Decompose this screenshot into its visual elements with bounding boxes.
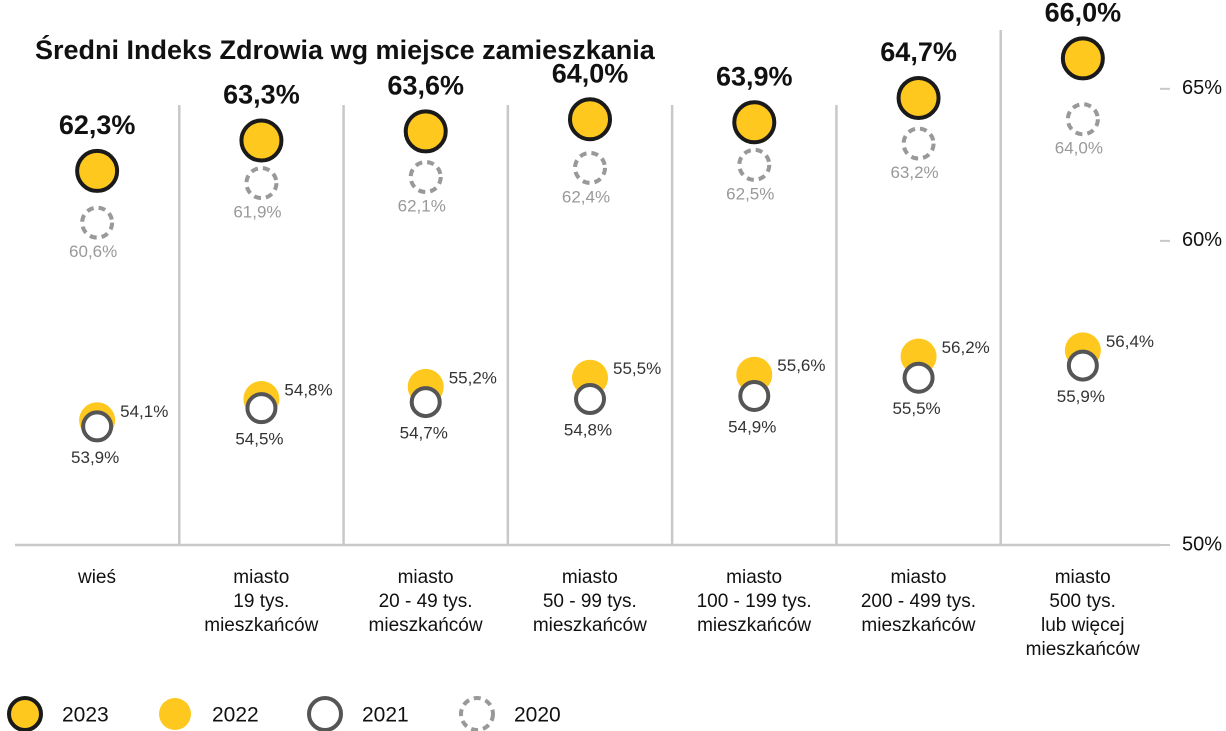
dot [568,97,612,142]
value-label: 60,6% [69,242,117,261]
legend-label: 2021 [362,704,409,727]
legend-label: 2022 [212,704,259,727]
value-label: 64,0% [1055,139,1103,158]
x-tick-label: miasto 200 - 499 tys. mieszkańców [860,567,976,636]
value-label: 54,7% [400,424,448,443]
legend-marker [459,696,495,731]
value-label: 66,0% [1045,0,1122,28]
dot [239,118,284,163]
value-label: 54,1% [120,402,168,421]
dot [75,148,120,193]
value-label: 62,1% [398,197,446,216]
value-label: 54,8% [284,381,332,400]
dot [896,75,941,120]
dot [1065,102,1100,137]
value-label: 63,3% [223,80,300,110]
value-label: 62,4% [562,187,610,206]
value-label: 55,5% [892,399,940,418]
value-label: 53,9% [71,448,119,467]
value-label: 55,2% [449,368,497,387]
dot [244,166,279,201]
dot [737,147,772,182]
value-label: 54,9% [728,417,776,436]
dot [80,205,115,240]
value-label: 56,4% [1106,332,1154,351]
dot [1066,349,1099,382]
dot [403,109,448,154]
x-tick-label: wieś [77,567,116,588]
legend-label: 2020 [514,704,561,727]
y-tick-label: 60% [1182,229,1222,251]
x-tick-label: miasto 500 tys. lub więcej mieszkańców [1025,567,1140,660]
legend-marker [7,696,43,731]
dot [574,383,606,416]
legend-marker [307,696,343,731]
dot [409,386,442,419]
dot [245,392,278,425]
value-label: 62,3% [59,110,136,140]
dot [901,126,936,161]
value-label: 55,6% [777,356,825,375]
value-label: 55,5% [613,359,661,378]
x-tick-label: miasto 100 - 199 tys. mieszkańców [696,567,812,636]
dot [573,150,607,185]
value-label: 54,8% [564,421,612,440]
dot [738,379,771,412]
y-tick-label: 65% [1182,77,1222,99]
dot [1060,36,1105,81]
legend-label: 2023 [62,704,109,727]
x-tick-label: miasto 50 - 99 tys. mieszkańców [532,567,647,636]
dot [732,100,777,145]
value-label: 64,0% [552,58,629,88]
value-label: 56,2% [942,338,990,357]
dot [902,361,935,394]
value-label: 55,9% [1057,387,1105,406]
x-tick-label: miasto 20 - 49 tys. mieszkańców [368,567,483,636]
value-label: 63,6% [387,71,464,101]
value-label: 63,9% [716,61,793,91]
value-label: 54,5% [235,430,283,449]
x-tick-label: miasto 19 tys. mieszkańców [204,567,319,636]
chart-title: Średni Indeks Zdrowia wg miejsce zamiesz… [35,34,656,65]
legend-marker [159,698,191,730]
dot [408,160,443,195]
value-label: 64,7% [880,37,957,67]
y-tick-label: 50% [1182,533,1222,555]
value-label: 62,5% [726,184,774,203]
value-label: 63,2% [890,163,938,182]
value-label: 61,9% [233,203,281,222]
dot [81,410,114,443]
